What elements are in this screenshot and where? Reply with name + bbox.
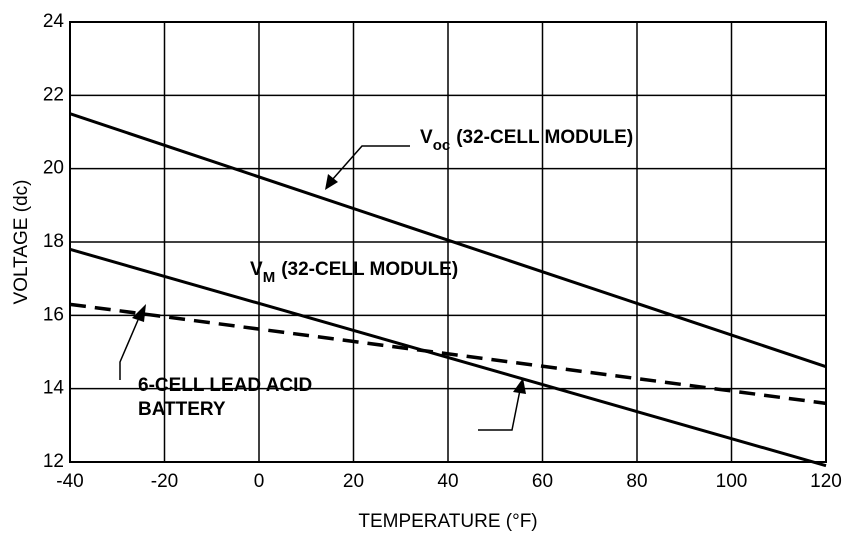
battery-label-2: BATTERY: [138, 399, 226, 420]
y-tick-label: 14: [43, 378, 65, 399]
vm-main: V: [250, 259, 263, 280]
series-line: [69, 112, 827, 369]
x-tick-label: 80: [626, 471, 647, 492]
x-tick-label: 0: [254, 471, 265, 492]
series-line: [69, 247, 827, 468]
y-tick-label: 18: [43, 231, 64, 252]
y-tick-label: 22: [43, 84, 64, 105]
voc-arrowhead: [325, 174, 338, 190]
battery-leader: [119, 319, 139, 380]
vm-rest: (32-CELL MODULE): [281, 259, 458, 280]
x-axis-label: TEMPERATURE (°F): [358, 511, 537, 532]
series-line: [69, 302, 827, 406]
battery-arrowhead: [132, 304, 146, 322]
x-tick-label: 40: [437, 471, 458, 492]
y-tick-label: 12: [43, 451, 64, 472]
vm-arrowhead: [513, 378, 526, 394]
voc-main: V: [420, 127, 433, 148]
voc-label: Voc (32-CELL MODULE): [420, 127, 633, 154]
vm-sub: M: [263, 269, 276, 286]
x-tick-label: -20: [151, 471, 178, 492]
y-tick-label: 20: [43, 158, 64, 179]
voc-leader: [331, 145, 410, 181]
voc-sub: oc: [433, 137, 451, 154]
vm-leader: [478, 389, 521, 431]
y-tick-label: 16: [43, 304, 64, 325]
x-tick-label: 120: [810, 471, 842, 492]
x-tick-label: -40: [56, 471, 83, 492]
voc-rest: (32-CELL MODULE): [456, 127, 633, 148]
x-tick-label: 60: [532, 471, 553, 492]
x-tick-label: 100: [716, 471, 748, 492]
battery-label-1: 6-CELL LEAD ACID: [138, 375, 312, 396]
y-axis-label: VOLTAGE (dc): [11, 180, 32, 305]
y-tick-label: 24: [43, 11, 65, 32]
x-tick-label: 20: [343, 471, 364, 492]
